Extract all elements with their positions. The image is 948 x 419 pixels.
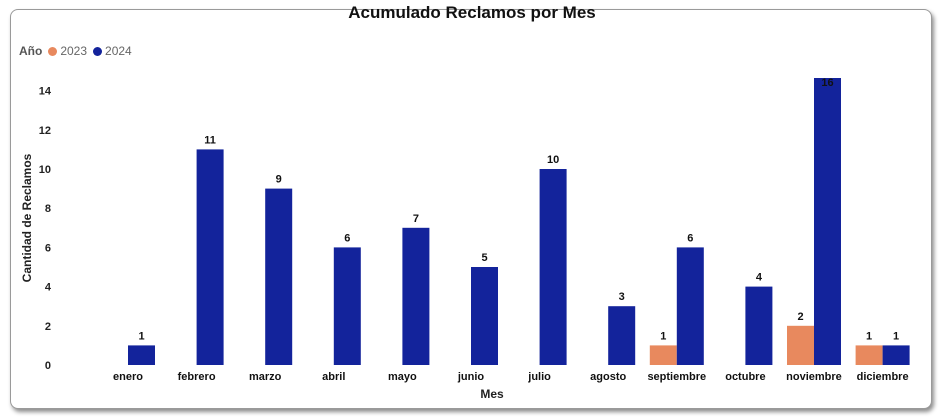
y-tick-label: 0: [45, 360, 51, 372]
bar-2024-febrero: [196, 149, 224, 365]
legend-title: Año: [19, 44, 43, 58]
data-label-2024-junio: 5: [481, 252, 487, 264]
data-label-2024-julio: 10: [547, 154, 559, 166]
x-tick-label-junio: junio: [457, 371, 485, 383]
chart-title: Acumulado Reclamos por Mes: [348, 3, 596, 22]
x-tick-label-noviembre: noviembre: [786, 371, 842, 383]
bar-2024-abril: [333, 247, 361, 365]
bar-2024-agosto: [608, 306, 636, 365]
data-label-2024-enero: 1: [138, 330, 144, 342]
x-tick-label-abril: abril: [322, 371, 345, 383]
bar-2024-julio: [539, 169, 567, 365]
data-label-2023-septiembre: 1: [660, 330, 666, 342]
x-tick-label-julio: julio: [527, 371, 551, 383]
legend-item-2024[interactable]: 2024: [93, 44, 132, 58]
bar-2024-marzo: [265, 188, 293, 365]
bar-2024-diciembre: [882, 345, 910, 365]
x-tick-label-octubre: octubre: [725, 371, 765, 383]
data-label-2024-agosto: 3: [619, 291, 625, 303]
bar-2024-enero: [128, 345, 155, 365]
x-axis-title: Mes: [480, 387, 504, 401]
x-tick-label-diciembre: diciembre: [857, 371, 909, 383]
y-tick-label: 4: [45, 282, 52, 294]
bar-2023-noviembre: [787, 325, 814, 365]
data-label-2024-diciembre: 1: [893, 330, 899, 342]
y-axis-title: Cantidad de Reclamos: [20, 153, 34, 282]
data-label-2024-febrero: 11: [204, 134, 216, 146]
bar-2024-septiembre: [676, 247, 704, 365]
data-label-2024-mayo: 7: [413, 213, 419, 225]
y-tick-label: 8: [45, 203, 51, 215]
data-label-2023-diciembre: 1: [866, 330, 872, 342]
y-tick-label: 12: [39, 125, 51, 137]
data-label-2024-noviembre: 16: [821, 77, 833, 89]
legend: Año 2023 2024: [19, 44, 138, 58]
y-tick-label: 2: [45, 321, 51, 333]
x-tick-label-febrero: febrero: [178, 371, 216, 383]
x-tick-label-enero: enero: [113, 371, 143, 383]
data-label-2024-abril: 6: [344, 232, 350, 244]
data-label-2024-octubre: 4: [756, 272, 763, 284]
y-tick-label: 6: [45, 242, 51, 254]
x-tick-label-marzo: marzo: [249, 371, 282, 383]
bar-2023-septiembre: [649, 345, 677, 365]
legend-item-2023[interactable]: 2023: [48, 44, 87, 58]
legend-swatch-2024: [93, 46, 103, 56]
legend-swatch-2023: [48, 46, 58, 56]
x-tick-label-agosto: agosto: [590, 371, 626, 383]
bar-2024-mayo: [402, 227, 430, 365]
bar-2024-junio: [471, 267, 498, 365]
y-tick-label: 10: [39, 164, 51, 176]
y-tick-label: 14: [39, 86, 52, 98]
x-tick-label-mayo: mayo: [388, 371, 417, 383]
bar-2024-octubre: [745, 286, 773, 365]
legend-label-2024: 2024: [105, 44, 132, 58]
data-label-2023-noviembre: 2: [797, 311, 803, 323]
data-label-2024-septiembre: 6: [687, 232, 693, 244]
x-tick-label-septiembre: septiembre: [647, 371, 706, 383]
data-label-2024-marzo: 9: [276, 174, 282, 186]
bar-2023-diciembre: [855, 345, 883, 365]
legend-label-2023: 2023: [60, 44, 88, 58]
bar-2024-noviembre: [814, 78, 841, 365]
